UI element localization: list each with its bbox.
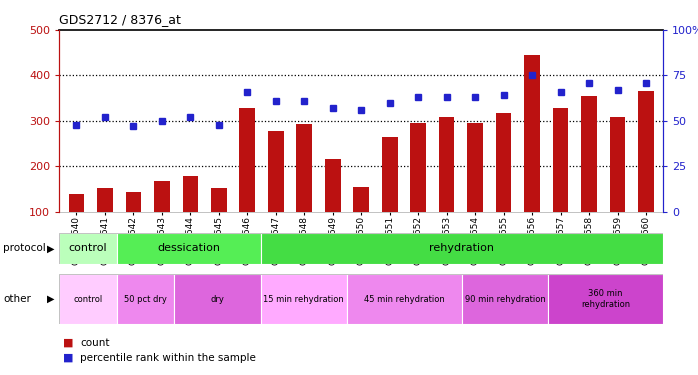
- Bar: [467, 123, 483, 257]
- Bar: [260, 274, 347, 324]
- Text: percentile rank within the sample: percentile rank within the sample: [80, 353, 256, 363]
- Bar: [117, 274, 174, 324]
- Text: 50 pct dry: 50 pct dry: [124, 295, 167, 304]
- Bar: [410, 123, 426, 257]
- Bar: [174, 274, 260, 324]
- Bar: [353, 187, 369, 257]
- Text: other: other: [3, 294, 31, 304]
- Bar: [211, 188, 227, 257]
- Bar: [59, 232, 117, 264]
- Bar: [581, 96, 597, 257]
- Text: ■: ■: [63, 338, 73, 348]
- Bar: [297, 124, 312, 257]
- Text: ▶: ▶: [47, 294, 54, 304]
- Bar: [553, 108, 568, 257]
- Bar: [439, 117, 454, 257]
- Bar: [97, 188, 113, 257]
- Bar: [638, 92, 654, 257]
- Bar: [524, 55, 540, 257]
- Bar: [126, 192, 141, 257]
- Text: ▶: ▶: [47, 243, 54, 254]
- Bar: [347, 274, 462, 324]
- Text: control: control: [73, 295, 103, 304]
- Bar: [68, 194, 84, 257]
- Text: GDS2712 / 8376_at: GDS2712 / 8376_at: [59, 13, 181, 26]
- Text: 45 min rehydration: 45 min rehydration: [364, 295, 445, 304]
- Bar: [260, 232, 663, 264]
- Text: protocol: protocol: [3, 243, 46, 254]
- Text: rehydration: rehydration: [429, 243, 494, 254]
- Bar: [182, 176, 198, 257]
- Text: dry: dry: [211, 295, 224, 304]
- Text: 360 min
rehydration: 360 min rehydration: [581, 290, 630, 309]
- Text: count: count: [80, 338, 110, 348]
- Bar: [325, 159, 341, 257]
- Text: ■: ■: [63, 353, 73, 363]
- Bar: [268, 131, 283, 257]
- Text: 90 min rehydration: 90 min rehydration: [465, 295, 545, 304]
- Bar: [462, 274, 548, 324]
- Bar: [609, 117, 625, 257]
- Bar: [59, 274, 117, 324]
- Bar: [117, 232, 260, 264]
- Text: control: control: [69, 243, 107, 254]
- Bar: [239, 108, 255, 257]
- Text: 15 min rehydration: 15 min rehydration: [263, 295, 344, 304]
- Bar: [154, 181, 170, 257]
- Bar: [496, 113, 512, 257]
- Bar: [382, 137, 398, 257]
- Bar: [548, 274, 663, 324]
- Text: dessication: dessication: [157, 243, 220, 254]
